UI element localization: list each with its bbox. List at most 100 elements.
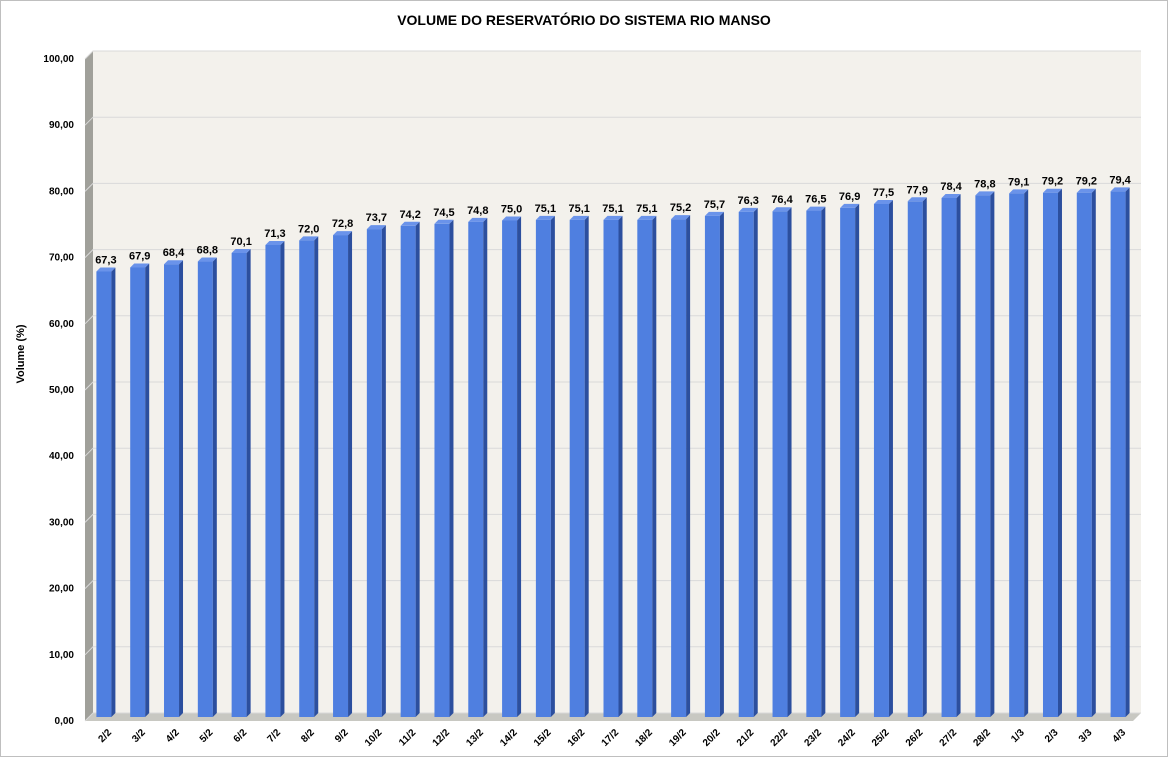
bar-front [231,252,247,718]
chart-title: VOLUME DO RESERVATÓRIO DO SISTEMA RIO MA… [397,11,771,28]
x-tick-label: 7/2 [265,727,283,745]
bar [975,191,995,717]
data-label: 79,1 [1008,176,1029,188]
bar-front [468,221,484,717]
data-label: 77,9 [907,184,928,196]
bar-top [840,203,860,208]
data-label: 76,5 [805,194,826,206]
bar-top [468,217,488,222]
bar [1009,189,1029,717]
x-tick-label: 9/2 [333,727,351,745]
bar-side [787,207,792,717]
bar-front [1110,191,1126,717]
bar-side [686,215,691,717]
bar [366,225,386,717]
bar-top [231,248,251,253]
bar [738,207,758,718]
bar [569,215,589,717]
data-label: 73,7 [366,212,387,224]
bar-side [483,217,488,717]
gridlines [84,50,1141,722]
bar-top [1076,188,1096,193]
data-label: 78,4 [940,181,962,193]
bar-side [652,215,657,717]
bar-front [400,225,416,717]
bar-side [550,215,555,717]
x-tick-label: 21/2 [735,727,757,749]
x-tick-label: 6/2 [232,727,250,745]
bar-front [975,195,991,717]
bar [265,240,285,717]
data-label: 68,4 [163,247,185,259]
gridline [84,116,1141,126]
x-tick-label: 20/2 [701,727,723,749]
bar-side [179,260,184,717]
bar-top [299,236,319,241]
bar [1042,188,1062,718]
bar-front [535,219,551,717]
bar [704,211,724,717]
bar-front [1042,192,1058,718]
data-label: 76,4 [771,194,793,206]
bar-front [772,211,788,717]
bar [164,260,184,717]
bar-top [366,225,386,230]
data-label: 75,1 [568,203,589,215]
bar-top [873,199,893,204]
data-label: 71,3 [264,228,285,240]
x-tick-label: 3/2 [130,727,148,745]
gridline [84,646,1141,656]
x-tick-label: 24/2 [836,727,858,749]
bar-front [265,244,281,717]
bars [96,187,1130,718]
bar-front [806,210,822,717]
x-axis-ticks: 2/2 3/2 4/2 5/2 6/2 7/2 8/2 9/2 10/2 11/2 12/2 13/2… [96,727,1128,749]
bar [671,215,691,717]
data-label: 75,1 [535,203,556,215]
bar-front [434,223,450,717]
x-tick-label: 22/2 [769,727,791,749]
data-label: 75,1 [636,203,657,215]
bar-front [502,220,518,717]
gridline [84,580,1141,589]
bar-top [130,263,150,268]
bar-top [1042,188,1062,193]
bar-top [704,211,724,216]
bar-top [907,197,927,202]
bar-top [333,231,353,236]
bar-front [704,215,720,717]
bar [197,257,217,717]
data-label: 67,9 [129,251,150,263]
bar-front [671,219,687,717]
gridline [84,513,1141,523]
x-tick-label: 3/3 [1077,727,1095,745]
bar-top [772,207,792,212]
data-label: 72,0 [298,223,319,235]
bar [434,219,454,717]
bar-top [975,191,995,196]
data-label: 76,9 [839,191,860,203]
bar [806,206,826,717]
bar-side [888,199,893,717]
bar [130,263,150,717]
gridline [84,381,1141,391]
bar-front [366,229,382,717]
bar [840,203,860,717]
x-tick-label: 10/2 [363,727,385,749]
bar-front [637,219,653,717]
bar-front [164,264,180,717]
bar-top [197,257,217,262]
bar-side [111,267,116,717]
bar-side [821,206,826,717]
bar-side [246,248,251,718]
bar-side [719,211,724,717]
bar [1076,188,1096,718]
data-label: 74,8 [467,205,488,217]
y-tick-label: 10,00 [49,650,74,661]
bar-side [922,197,927,717]
gridline [84,447,1141,457]
gridline [84,50,1141,60]
bar-side [1091,188,1096,718]
x-tick-label: 2/2 [96,727,114,745]
x-tick-label: 8/2 [299,727,317,745]
